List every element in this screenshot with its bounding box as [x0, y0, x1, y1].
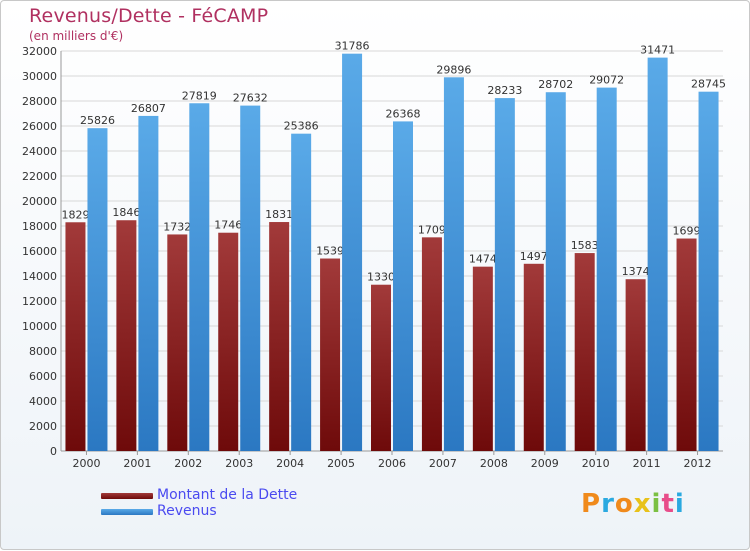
x-tick-label: 2002: [174, 457, 202, 470]
bar-dette-2012: [676, 238, 697, 451]
bar-dette-2009: [523, 263, 544, 451]
logo-letter: i: [651, 489, 662, 519]
bar-revenus-2007: [443, 77, 464, 452]
x-tick-label: 2003: [225, 457, 253, 470]
data-label-dette-2000: 1829: [61, 208, 89, 221]
bar-dette-2010: [574, 253, 595, 451]
bar-revenus-2010: [596, 87, 617, 451]
bar-revenus-2003: [240, 105, 261, 451]
bar-dette-2008: [472, 266, 493, 451]
y-tick-label: 16000: [22, 245, 57, 258]
y-tick-label: 24000: [22, 145, 57, 158]
data-label-revenus-2004: 25386: [284, 120, 319, 133]
bar-revenus-2005: [342, 53, 363, 452]
data-label-revenus-2007: 29896: [436, 63, 471, 76]
data-label-dette-2010: 1583: [571, 239, 599, 252]
data-label-revenus-2006: 26368: [386, 107, 421, 120]
legend-label-dette: Montant de la Dette: [157, 487, 298, 503]
data-label-revenus-2001: 26807: [131, 102, 166, 115]
logo-letter: P: [581, 489, 602, 519]
data-label-revenus-2012: 28745: [691, 78, 726, 91]
data-label-revenus-2000: 25826: [80, 114, 115, 127]
x-tick-label: 2007: [429, 457, 457, 470]
y-tick-label: 6000: [29, 370, 57, 383]
data-label-revenus-2010: 29072: [589, 74, 624, 87]
data-label-dette-2009: 1497: [520, 250, 548, 263]
data-label-dette-2003: 1746: [214, 219, 242, 232]
x-tick-label: 2005: [327, 457, 355, 470]
y-tick-label: 20000: [22, 195, 57, 208]
bar-revenus-2011: [647, 57, 668, 452]
y-tick-label: 30000: [22, 70, 57, 83]
y-tick-label: 14000: [22, 270, 57, 283]
bar-revenus-2000: [87, 128, 108, 452]
bar-dette-2011: [625, 279, 646, 451]
data-label-dette-2004: 1831: [265, 208, 293, 221]
bar-revenus-2002: [189, 103, 210, 451]
x-tick-label: 2012: [684, 457, 712, 470]
x-tick-label: 2001: [123, 457, 151, 470]
x-tick-label: 2004: [276, 457, 304, 470]
bar-dette-2001: [116, 220, 137, 451]
y-tick-label: 4000: [29, 395, 57, 408]
y-tick-label: 12000: [22, 295, 57, 308]
data-label-revenus-2009: 28702: [538, 78, 573, 91]
y-tick-label: 10000: [22, 320, 57, 333]
data-label-revenus-2002: 27819: [182, 89, 217, 102]
x-tick-label: 2008: [480, 457, 508, 470]
y-tick-label: 22000: [22, 170, 57, 183]
legend-swatch-dette: [101, 493, 153, 499]
y-tick-label: 26000: [22, 120, 57, 133]
y-tick-label: 28000: [22, 95, 57, 108]
bar-dette-2005: [320, 258, 341, 451]
bar-dette-2006: [371, 284, 391, 451]
logo-letter: i: [674, 489, 685, 519]
logo-letter: t: [661, 489, 675, 519]
bar-revenus-2004: [291, 133, 312, 452]
data-label-revenus-2005: 31786: [335, 40, 370, 53]
data-label-revenus-2008: 28233: [487, 84, 522, 97]
bar-revenus-2012: [698, 91, 719, 451]
data-label-dette-2006: 1330: [367, 271, 395, 284]
x-tick-label: 2000: [72, 457, 100, 470]
x-tick-label: 2006: [378, 457, 406, 470]
chart-subtitle: (en milliers d'€): [29, 29, 124, 43]
data-label-dette-2002: 1732: [163, 220, 191, 233]
data-label-revenus-2011: 31471: [640, 44, 675, 57]
data-label-dette-2007: 1709: [418, 223, 446, 236]
logo-letter: o: [614, 489, 634, 519]
y-tick-label: 2000: [29, 420, 57, 433]
legend-swatch-revenus: [101, 509, 153, 515]
logo-letter: r: [601, 489, 615, 519]
data-label-dette-2011: 1374: [622, 265, 650, 278]
bar-dette-2000: [65, 222, 86, 451]
data-label-revenus-2003: 27632: [233, 92, 268, 105]
proxiti-logo: Proxiti: [581, 489, 685, 519]
chart-title: Revenus/Dette - FéCAMP: [29, 5, 269, 27]
bar-dette-2002: [167, 234, 188, 451]
y-tick-label: 18000: [22, 220, 57, 233]
bar-dette-2004: [269, 222, 290, 451]
data-label-dette-2012: 1699: [673, 225, 701, 238]
bar-revenus-2008: [494, 98, 515, 452]
data-label-dette-2001: 1846: [112, 206, 140, 219]
y-tick-label: 8000: [29, 345, 57, 358]
bar-dette-2003: [218, 232, 239, 451]
bar-revenus-2006: [393, 121, 413, 452]
bar-revenus-2009: [545, 92, 566, 451]
x-tick-label: 2011: [633, 457, 661, 470]
x-tick-label: 2009: [531, 457, 559, 470]
bar-dette-2007: [421, 237, 442, 451]
x-tick-label: 2010: [582, 457, 610, 470]
logo-letter: x: [633, 489, 652, 519]
data-label-dette-2005: 1539: [316, 245, 344, 258]
legend-label-revenus: Revenus: [157, 503, 217, 519]
y-tick-label: 0: [50, 445, 57, 458]
y-tick-label: 32000: [22, 45, 57, 58]
bar-revenus-2001: [138, 115, 159, 451]
data-label-dette-2008: 1474: [469, 253, 497, 266]
